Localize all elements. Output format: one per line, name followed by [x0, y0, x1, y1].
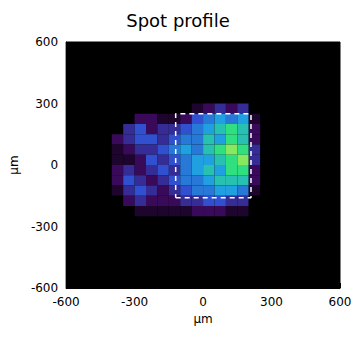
svg-text:-300: -300 [121, 295, 148, 309]
svg-text:0: 0 [199, 295, 207, 309]
svg-text:µm: µm [7, 155, 21, 174]
svg-text:0: 0 [50, 158, 58, 172]
svg-text:-300: -300 [31, 220, 58, 234]
svg-text:Spot profile: Spot profile [126, 10, 230, 31]
svg-text:600: 600 [35, 35, 58, 49]
svg-text:-600: -600 [31, 281, 58, 295]
svg-text:µm: µm [193, 312, 212, 326]
svg-text:600: 600 [329, 295, 352, 309]
svg-text:-600: -600 [53, 295, 80, 309]
svg-text:300: 300 [260, 295, 283, 309]
svg-text:300: 300 [35, 97, 58, 111]
